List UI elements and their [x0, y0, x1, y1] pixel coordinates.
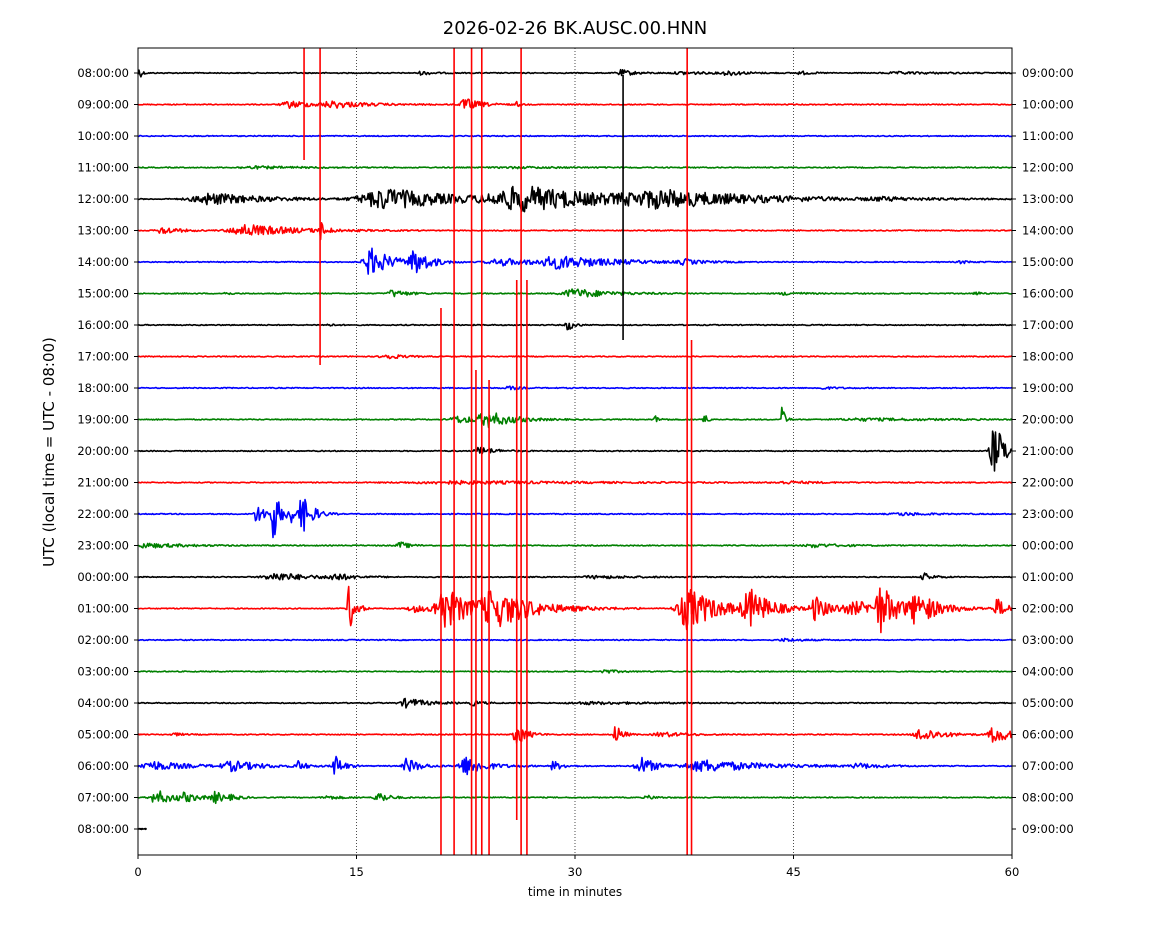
trace-row-13	[137, 479, 1013, 486]
right-tick-label: 02:00:00	[1022, 602, 1074, 616]
trace-row-0	[137, 68, 1013, 78]
spike-lines	[303, 48, 693, 855]
right-tick-label: 10:00:00	[1022, 98, 1074, 112]
right-tick-label: 15:00:00	[1022, 255, 1074, 269]
trace-row-8	[137, 322, 1013, 331]
left-tick-label: 06:00:00	[77, 759, 129, 773]
x-tick-label: 30	[568, 865, 583, 879]
trace-row-18	[137, 637, 1013, 643]
left-tick-label: 11:00:00	[77, 161, 129, 175]
trace-row-22	[137, 755, 1013, 776]
right-tick-label: 03:00:00	[1022, 633, 1074, 647]
trace-row-3	[137, 165, 1013, 170]
left-tick-label: 04:00:00	[77, 696, 129, 710]
right-tick-label: 14:00:00	[1022, 224, 1074, 238]
left-tick-label: 18:00:00	[77, 381, 129, 395]
grid-lines	[356, 48, 794, 855]
x-axis: 0 15 30 45 60	[134, 855, 1019, 879]
right-tick-label: 04:00:00	[1022, 665, 1074, 679]
right-tick-label: 07:00:00	[1022, 759, 1074, 773]
y-axis-label: UTC (local time = UTC - 08:00)	[40, 337, 58, 567]
right-tick-label: 19:00:00	[1022, 381, 1074, 395]
left-tick-label: 09:00:00	[77, 98, 129, 112]
right-tick-label: 01:00:00	[1022, 570, 1074, 584]
trace-row-17	[137, 585, 1013, 634]
left-tick-label: 15:00:00	[77, 287, 129, 301]
trace-row-2	[137, 134, 1013, 138]
right-tick-label: 13:00:00	[1022, 192, 1074, 206]
right-tick-label: 09:00:00	[1022, 66, 1074, 80]
x-tick-label: 0	[134, 865, 141, 879]
trace-row-19	[137, 669, 1013, 674]
trace-row-6	[137, 247, 1013, 275]
right-tick-label: 00:00:00	[1022, 539, 1074, 553]
left-tick-label: 10:00:00	[77, 129, 129, 143]
left-tick-label: 08:00:00	[77, 66, 129, 80]
seismic-traces	[137, 68, 1013, 831]
left-tick-label: 03:00:00	[77, 665, 129, 679]
left-tick-label: 17:00:00	[77, 350, 129, 364]
left-tick-label: 07:00:00	[77, 791, 129, 805]
trace-row-1	[137, 98, 1013, 109]
trace-row-5	[138, 222, 1013, 241]
x-tick-label: 45	[786, 865, 801, 879]
right-time-axis: 09:00:00 10:00:00 11:00:00 12:00:00 13:00:00…	[1012, 66, 1074, 836]
left-tick-label: 05:00:00	[77, 728, 129, 742]
left-tick-label: 13:00:00	[77, 224, 129, 238]
right-tick-label: 23:00:00	[1022, 507, 1074, 521]
chart-title: 2026-02-26 BK.AUSC.00.HNN	[443, 18, 708, 39]
right-tick-label: 05:00:00	[1022, 696, 1074, 710]
x-axis-label: time in minutes	[528, 885, 622, 899]
trace-row-7	[138, 288, 1013, 298]
trace-row-10	[137, 385, 1013, 391]
right-tick-label: 17:00:00	[1022, 318, 1074, 332]
trace-row-23	[137, 790, 1012, 805]
left-tick-label: 12:00:00	[77, 192, 129, 206]
right-tick-label: 11:00:00	[1022, 129, 1074, 143]
left-tick-label: 22:00:00	[77, 507, 129, 521]
trace-row-12	[137, 430, 1013, 472]
trace-row-15	[137, 541, 1013, 549]
trace-row-24	[137, 827, 148, 831]
trace-row-9	[137, 354, 1013, 360]
trace-row-11	[137, 406, 1013, 429]
trace-row-20	[137, 697, 1013, 709]
left-tick-label: 19:00:00	[77, 413, 129, 427]
right-tick-label: 12:00:00	[1022, 161, 1074, 175]
left-time-axis: 08:00:00 09:00:00 10:00:00 11:00:00 12:00:00…	[77, 66, 138, 836]
right-tick-label: 18:00:00	[1022, 350, 1074, 364]
right-tick-label: 08:00:00	[1022, 791, 1074, 805]
x-tick-label: 60	[1005, 865, 1020, 879]
trace-row-21	[137, 726, 1013, 745]
left-tick-label: 08:00:00	[77, 822, 129, 836]
left-tick-label: 02:00:00	[77, 633, 129, 647]
right-tick-label: 22:00:00	[1022, 476, 1074, 490]
right-tick-label: 09:00:00	[1022, 822, 1074, 836]
trace-row-16	[137, 572, 1013, 581]
left-tick-label: 16:00:00	[77, 318, 129, 332]
trace-row-4	[137, 185, 1013, 213]
right-tick-label: 21:00:00	[1022, 444, 1074, 458]
left-tick-label: 20:00:00	[77, 444, 129, 458]
left-tick-label: 14:00:00	[77, 255, 129, 269]
left-tick-label: 00:00:00	[77, 570, 129, 584]
trace-row-14	[137, 498, 1013, 539]
right-tick-label: 20:00:00	[1022, 413, 1074, 427]
left-tick-label: 23:00:00	[77, 539, 129, 553]
right-tick-label: 16:00:00	[1022, 287, 1074, 301]
x-tick-label: 15	[349, 865, 364, 879]
right-tick-label: 06:00:00	[1022, 728, 1074, 742]
left-tick-label: 21:00:00	[77, 476, 129, 490]
left-tick-label: 01:00:00	[77, 602, 129, 616]
